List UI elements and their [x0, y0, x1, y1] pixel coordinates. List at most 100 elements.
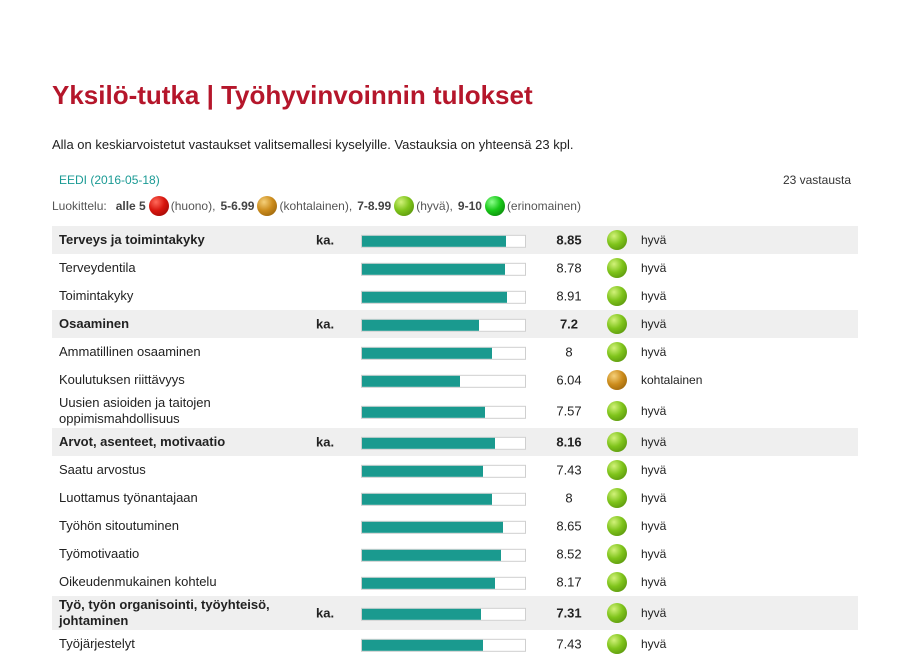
lime-ball-icon	[607, 460, 627, 480]
score-bar	[361, 548, 526, 562]
score-bar-fill	[362, 319, 479, 331]
rating-label: hyvä	[641, 463, 667, 477]
legend-desc-moderate: (kohtalainen),	[279, 199, 353, 213]
score-value: 8.65	[556, 518, 582, 534]
lime-ball-icon	[607, 488, 627, 508]
row-name: Työmotivaatio	[59, 546, 140, 561]
amber-ball-icon	[257, 196, 278, 216]
intro-text: Alla on keskiarvoistetut vastaukset vali…	[52, 137, 574, 152]
legend-desc-good: (hyvä),	[416, 199, 453, 213]
rating-label: hyvä	[641, 637, 667, 651]
lime-ball-icon	[607, 401, 627, 421]
lime-ball-icon	[607, 286, 627, 306]
score-bar-fill	[362, 406, 485, 418]
table-row: Terveydentila 8.78 hyvä	[52, 254, 858, 282]
table-row: Työmotivaatio 8.52 hyvä	[52, 540, 858, 568]
legend-range-poor: alle 5	[115, 199, 146, 213]
score-bar	[361, 464, 526, 478]
lime-ball-icon	[607, 516, 627, 536]
table-row: Toimintakyky 8.91 hyvä	[52, 282, 858, 310]
score-value: 8	[565, 344, 573, 360]
average-label: ka.	[316, 316, 335, 332]
row-name: Uusien asioiden ja taitojen oppimismahdo…	[59, 395, 211, 426]
average-label: ka.	[316, 232, 335, 248]
green-ball-icon	[484, 196, 505, 216]
table-row: Uusien asioiden ja taitojen oppimismahdo…	[52, 394, 858, 428]
score-bar-fill	[362, 521, 503, 533]
score-bar	[361, 346, 526, 360]
lime-ball-icon	[607, 230, 627, 250]
row-name: Saatu arvostus	[59, 462, 146, 477]
rating-label: hyvä	[641, 345, 667, 359]
score-bar-fill	[362, 347, 492, 359]
category-row: Arvot, asenteet, motivaatio ka. 8.16 hyvä	[52, 428, 858, 456]
score-value: 6.04	[556, 372, 582, 388]
rating-label: hyvä	[641, 435, 667, 449]
score-bar	[361, 576, 526, 590]
score-bar	[361, 607, 526, 621]
score-bar	[361, 638, 526, 652]
score-bar-fill	[362, 577, 495, 589]
rating-label: hyvä	[641, 519, 667, 533]
rating-label: hyvä	[641, 491, 667, 505]
table-row: Oikeudenmukainen kohtelu 8.17 hyvä	[52, 568, 858, 596]
table-row: Työhön sitoutuminen 8.65 hyvä	[52, 512, 858, 540]
lime-ball-icon	[607, 544, 627, 564]
legend-range-good: 7-8.99	[357, 199, 392, 213]
lime-ball-icon	[607, 634, 627, 654]
score-bar	[361, 492, 526, 506]
row-name: Työ, työn organisointi, työyhteisö, joht…	[59, 597, 270, 628]
lime-ball-icon	[607, 572, 627, 592]
score-bar-fill	[362, 375, 460, 387]
score-bar	[361, 290, 526, 304]
score-bar	[361, 262, 526, 276]
results-table: Terveys ja toimintakyky ka. 8.85 hyvä Tervey…	[52, 226, 858, 658]
score-value: 8	[565, 490, 573, 506]
rating-label: hyvä	[641, 261, 667, 275]
average-label: ka.	[316, 605, 335, 621]
score-value: 7.2	[559, 316, 579, 332]
score-value: 7.43	[556, 636, 582, 652]
red-ball-icon	[148, 196, 169, 216]
table-row: Työjärjestelyt 7.43 hyvä	[52, 630, 858, 658]
category-row: Työ, työn organisointi, työyhteisö, joht…	[52, 596, 858, 630]
score-value: 7.43	[556, 462, 582, 478]
category-row: Terveys ja toimintakyky ka. 8.85 hyvä	[52, 226, 858, 254]
amber-ball-icon	[607, 370, 627, 390]
score-value: 7.57	[556, 403, 582, 419]
table-row: Saatu arvostus 7.43 hyvä	[52, 456, 858, 484]
score-value: 7.31	[556, 605, 582, 621]
row-name: Koulutuksen riittävyys	[59, 372, 185, 387]
row-name: Ammatillinen osaaminen	[59, 344, 201, 359]
legend-desc-poor: (huono),	[170, 199, 216, 213]
score-value: 8.16	[556, 434, 582, 450]
lime-ball-icon	[607, 432, 627, 452]
lime-ball-icon	[394, 196, 415, 216]
table-row: Koulutuksen riittävyys 6.04 kohtalainen	[52, 366, 858, 394]
score-bar	[361, 405, 526, 419]
rating-label: hyvä	[641, 233, 667, 247]
score-value: 8.91	[556, 288, 582, 304]
rating-label: kohtalainen	[641, 373, 703, 387]
score-bar	[361, 234, 526, 248]
table-row: Ammatillinen osaaminen 8 hyvä	[52, 338, 858, 366]
score-bar-fill	[362, 465, 483, 477]
rating-label: hyvä	[641, 404, 667, 418]
lime-ball-icon	[607, 603, 627, 623]
legend-range-excellent: 9-10	[457, 199, 482, 213]
survey-link[interactable]: EEDI (2016-05-18)	[59, 173, 160, 187]
response-count: 23 vastausta	[782, 173, 851, 187]
category-row: Osaaminen ka. 7.2 hyvä	[52, 310, 858, 338]
lime-ball-icon	[607, 314, 627, 334]
row-name: Oikeudenmukainen kohtelu	[59, 574, 217, 589]
score-value: 8.52	[556, 546, 582, 562]
average-label: ka.	[316, 434, 335, 450]
score-bar	[361, 318, 526, 332]
score-bar	[361, 520, 526, 534]
rating-label: hyvä	[641, 606, 667, 620]
score-bar-fill	[362, 263, 505, 275]
row-name: Arvot, asenteet, motivaatio	[59, 434, 226, 449]
score-value: 8.78	[556, 260, 582, 276]
score-bar-fill	[362, 291, 507, 303]
lime-ball-icon	[607, 258, 627, 278]
